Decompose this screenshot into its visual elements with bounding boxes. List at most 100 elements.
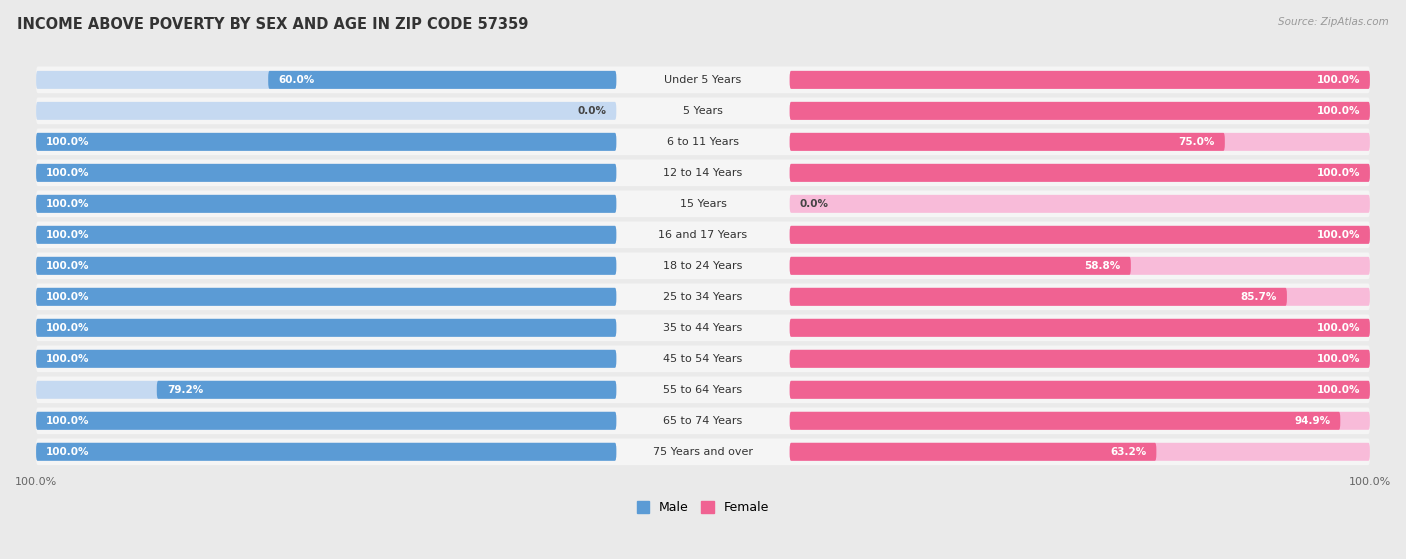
FancyBboxPatch shape [37,129,1369,155]
Text: 60.0%: 60.0% [278,75,315,85]
FancyBboxPatch shape [37,226,616,244]
Text: 16 and 17 Years: 16 and 17 Years [658,230,748,240]
FancyBboxPatch shape [790,319,1369,337]
Text: 100.0%: 100.0% [46,230,90,240]
Text: 12 to 14 Years: 12 to 14 Years [664,168,742,178]
FancyBboxPatch shape [37,376,1369,403]
Text: 35 to 44 Years: 35 to 44 Years [664,323,742,333]
FancyBboxPatch shape [37,133,616,151]
FancyBboxPatch shape [790,381,1369,399]
FancyBboxPatch shape [790,350,1369,368]
FancyBboxPatch shape [790,71,1369,89]
Text: 100.0%: 100.0% [1316,323,1360,333]
Text: 0.0%: 0.0% [800,199,828,209]
Text: 100.0%: 100.0% [1316,75,1360,85]
FancyBboxPatch shape [37,412,616,430]
FancyBboxPatch shape [790,133,1369,151]
FancyBboxPatch shape [37,345,1369,372]
FancyBboxPatch shape [37,443,616,461]
Text: 55 to 64 Years: 55 to 64 Years [664,385,742,395]
Text: 100.0%: 100.0% [46,416,90,426]
FancyBboxPatch shape [37,67,1369,93]
Text: 100.0%: 100.0% [1316,168,1360,178]
Text: 100.0%: 100.0% [46,292,90,302]
FancyBboxPatch shape [37,102,616,120]
FancyBboxPatch shape [790,257,1369,275]
FancyBboxPatch shape [37,381,616,399]
FancyBboxPatch shape [157,381,616,399]
Text: 85.7%: 85.7% [1240,292,1277,302]
FancyBboxPatch shape [37,164,616,182]
FancyBboxPatch shape [790,288,1369,306]
Text: INCOME ABOVE POVERTY BY SEX AND AGE IN ZIP CODE 57359: INCOME ABOVE POVERTY BY SEX AND AGE IN Z… [17,17,529,32]
Text: 100.0%: 100.0% [1316,385,1360,395]
Text: 6 to 11 Years: 6 to 11 Years [666,137,740,147]
FancyBboxPatch shape [790,195,1369,213]
Text: 75 Years and over: 75 Years and over [652,447,754,457]
FancyBboxPatch shape [37,283,1369,310]
Text: 100.0%: 100.0% [46,354,90,364]
FancyBboxPatch shape [790,71,1369,89]
FancyBboxPatch shape [790,226,1369,244]
FancyBboxPatch shape [790,381,1369,399]
Text: 5 Years: 5 Years [683,106,723,116]
FancyBboxPatch shape [790,257,1130,275]
FancyBboxPatch shape [790,412,1369,430]
FancyBboxPatch shape [790,350,1369,368]
FancyBboxPatch shape [37,350,616,368]
FancyBboxPatch shape [37,226,616,244]
FancyBboxPatch shape [790,288,1286,306]
FancyBboxPatch shape [790,443,1156,461]
FancyBboxPatch shape [37,71,616,89]
Text: 25 to 34 Years: 25 to 34 Years [664,292,742,302]
FancyBboxPatch shape [790,443,1369,461]
FancyBboxPatch shape [790,164,1369,182]
FancyBboxPatch shape [37,253,1369,279]
FancyBboxPatch shape [37,408,1369,434]
FancyBboxPatch shape [37,350,616,368]
FancyBboxPatch shape [37,438,1369,465]
FancyBboxPatch shape [37,195,616,213]
FancyBboxPatch shape [37,288,616,306]
Text: 45 to 54 Years: 45 to 54 Years [664,354,742,364]
FancyBboxPatch shape [37,288,616,306]
Text: 79.2%: 79.2% [167,385,202,395]
Text: 100.0%: 100.0% [46,261,90,271]
FancyBboxPatch shape [37,257,616,275]
FancyBboxPatch shape [790,319,1369,337]
Text: 100.0%: 100.0% [1316,230,1360,240]
FancyBboxPatch shape [37,319,616,337]
FancyBboxPatch shape [37,133,616,151]
Text: 65 to 74 Years: 65 to 74 Years [664,416,742,426]
FancyBboxPatch shape [790,133,1225,151]
FancyBboxPatch shape [37,257,616,275]
FancyBboxPatch shape [790,226,1369,244]
Text: 94.9%: 94.9% [1294,416,1330,426]
FancyBboxPatch shape [37,159,1369,186]
FancyBboxPatch shape [37,164,616,182]
Text: 58.8%: 58.8% [1084,261,1121,271]
Text: 75.0%: 75.0% [1178,137,1215,147]
FancyBboxPatch shape [37,443,616,461]
FancyBboxPatch shape [790,164,1369,182]
FancyBboxPatch shape [790,412,1340,430]
Legend: Male, Female: Male, Female [631,496,775,519]
FancyBboxPatch shape [269,71,616,89]
Text: Under 5 Years: Under 5 Years [665,75,741,85]
FancyBboxPatch shape [37,315,1369,341]
FancyBboxPatch shape [37,191,1369,217]
Text: 100.0%: 100.0% [46,447,90,457]
FancyBboxPatch shape [37,221,1369,248]
FancyBboxPatch shape [37,97,1369,124]
FancyBboxPatch shape [790,102,1369,120]
Text: 100.0%: 100.0% [46,137,90,147]
Text: 100.0%: 100.0% [1316,354,1360,364]
FancyBboxPatch shape [37,195,616,213]
Text: 100.0%: 100.0% [46,323,90,333]
Text: 100.0%: 100.0% [1316,106,1360,116]
Text: 100.0%: 100.0% [46,199,90,209]
Text: 0.0%: 0.0% [578,106,606,116]
Text: 15 Years: 15 Years [679,199,727,209]
Text: Source: ZipAtlas.com: Source: ZipAtlas.com [1278,17,1389,27]
Text: 18 to 24 Years: 18 to 24 Years [664,261,742,271]
